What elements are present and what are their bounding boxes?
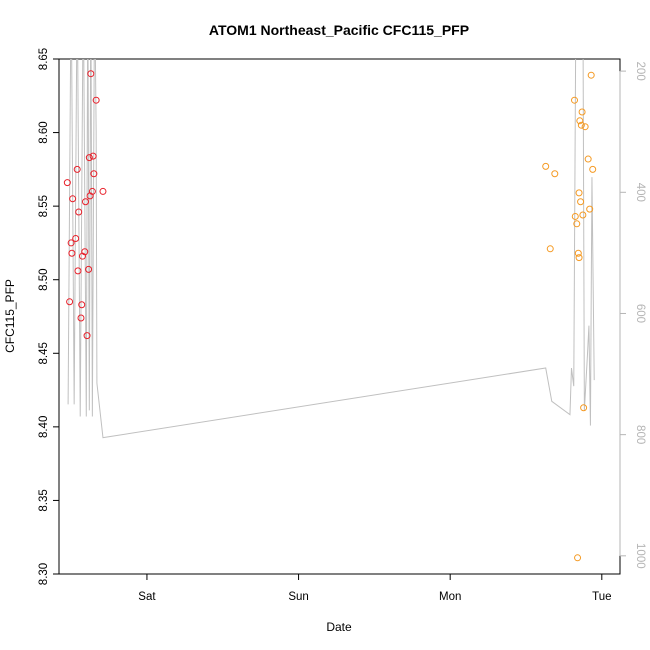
data-point: [73, 165, 81, 173]
y-tick-label: 8.45: [38, 342, 50, 364]
y-tick-label: 8.55: [38, 195, 50, 217]
data-point: [575, 254, 583, 262]
data-point: [74, 267, 82, 275]
points-layer: [63, 70, 597, 562]
data-point: [66, 298, 74, 306]
data-point: [90, 170, 98, 178]
data-point: [551, 170, 559, 178]
data-point: [81, 248, 89, 256]
data-point: [68, 249, 76, 257]
y-tick-label: 8.65: [38, 48, 50, 70]
data-point: [63, 179, 71, 187]
x-tick-label: Sun: [288, 591, 308, 603]
y2-tick-label: 1000: [634, 543, 646, 569]
data-point: [577, 198, 585, 206]
data-point: [574, 554, 582, 562]
data-point: [575, 189, 583, 197]
data-point: [67, 239, 75, 247]
data-point: [83, 332, 91, 340]
data-point: [92, 96, 100, 104]
y-tick-label: 8.60: [38, 121, 50, 143]
y-tick-label: 8.50: [38, 269, 50, 291]
x-axis-title: Date: [326, 620, 352, 634]
data-point: [584, 155, 592, 163]
chart-title: ATOM1 Northeast_Pacific CFC115_PFP: [209, 22, 469, 38]
line-layer: [67, 59, 595, 439]
data-point: [72, 235, 80, 243]
y-axis-right: 200 400 600 800 1000: [619, 62, 646, 569]
data-point: [580, 404, 588, 412]
data-point: [78, 301, 86, 309]
data-point: [577, 121, 585, 129]
data-point: [578, 108, 586, 116]
y2-tick-label: 200: [634, 62, 646, 81]
data-point: [85, 265, 93, 273]
data-point: [571, 96, 579, 104]
data-point: [89, 152, 97, 160]
x-axis: Sat Sun Mon Tue: [138, 574, 612, 603]
data-point: [88, 187, 96, 195]
y-axis-left: 8.30 8.35 8.40 8.45 8.50 8.55 8.60 8.65: [38, 48, 59, 585]
x-tick-label: Sat: [138, 591, 156, 603]
data-point: [571, 212, 579, 220]
data-point: [574, 249, 582, 257]
data-point: [576, 117, 584, 125]
data-point: [587, 71, 595, 79]
data-point: [546, 245, 554, 253]
data-point: [77, 314, 85, 322]
data-point: [586, 205, 594, 213]
data-point: [69, 195, 77, 203]
y-axis-title: CFC115_PFP: [3, 279, 17, 353]
plot-frame: [58, 58, 621, 575]
data-point: [82, 198, 90, 206]
altitude-line: [67, 59, 595, 439]
data-point: [75, 208, 83, 216]
data-point: [542, 162, 550, 170]
data-point: [589, 165, 597, 173]
x-tick-label: Tue: [592, 591, 611, 603]
y-tick-label: 8.40: [38, 416, 50, 438]
y-tick-label: 8.35: [38, 489, 50, 511]
data-point: [573, 220, 581, 228]
y-tick-label: 8.30: [38, 563, 50, 585]
data-point: [581, 123, 589, 131]
y2-tick-label: 800: [634, 425, 646, 444]
y2-tick-label: 400: [634, 183, 646, 202]
data-point: [87, 70, 95, 78]
x-tick-label: Mon: [439, 591, 461, 603]
data-point: [99, 187, 107, 195]
data-point: [85, 154, 93, 162]
y2-tick-label: 600: [634, 304, 646, 323]
data-point: [579, 211, 587, 219]
